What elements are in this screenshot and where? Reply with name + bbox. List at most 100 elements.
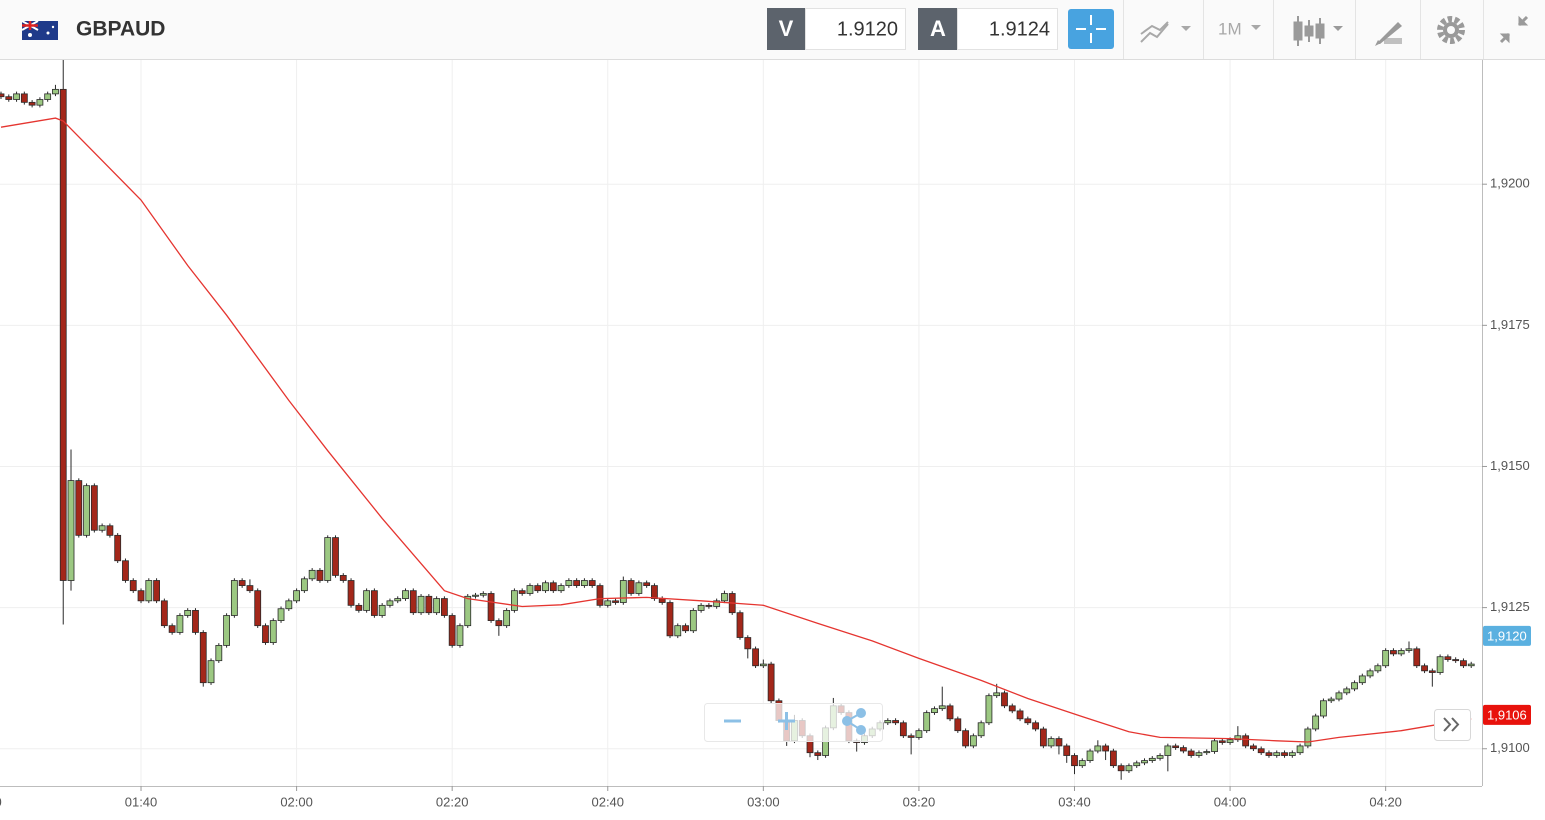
candle-body [262,625,269,644]
candle-body [370,590,378,616]
y-tick-label: 1,9150 [1490,458,1530,473]
candle-body [1320,700,1327,717]
candle-body [721,593,728,602]
collapse-button[interactable] [1499,15,1529,44]
candle-body [1265,752,1273,756]
symbol: GBPAUD [76,18,165,41]
candle-body [1008,705,1016,712]
candle-body [332,537,339,576]
candle-body [184,610,192,616]
candle-body [946,705,954,720]
candle-body [923,712,931,732]
candle-body [1094,745,1102,752]
candle-body [409,590,417,614]
zoom-in[interactable] [778,712,795,730]
candle-body [495,620,503,627]
candle-body [1335,692,1343,700]
candle-body [915,730,923,738]
draw-button[interactable] [1375,22,1402,46]
x-tick-label: 03:00 [747,794,780,809]
candle-body [938,705,946,710]
x-tick-label: 04:20 [1369,794,1402,809]
timeframe[interactable]: 1M [1218,19,1242,38]
candle-body [254,590,262,627]
candle-body [907,735,915,738]
settings-button[interactable] [1437,16,1465,44]
ask-label: A [930,16,946,41]
candle-body [689,610,697,632]
candle-body [666,602,674,637]
candle-body [223,615,230,646]
candle-body [1218,740,1226,743]
candle-body [386,600,394,606]
candle-body [215,645,223,662]
candle-body [59,88,67,581]
x-tick-label: 03:20 [903,794,936,809]
scroll-right-button[interactable] [1434,709,1471,741]
candle-body [456,625,464,646]
crosshair-button[interactable] [1068,9,1114,49]
share[interactable] [842,708,866,735]
candle-body [588,580,596,586]
candle-body [168,625,176,633]
bid-button[interactable] [767,8,805,50]
candle-body [378,604,386,616]
x-tick-label: 02:00 [280,794,313,809]
candle-body [1390,650,1397,655]
candle-body [464,595,472,627]
candle-body [1156,755,1164,759]
candle-body [1016,710,1024,720]
candle-body [1327,698,1335,702]
candle-body [98,525,106,531]
candle-body [1071,755,1078,767]
candle-body [277,608,285,621]
candle-body [137,590,145,602]
candle-body [1428,670,1436,673]
candle-body [1296,745,1304,754]
candle-body [518,590,526,594]
candle-body [1125,765,1133,772]
candle-body [153,580,160,602]
candle-body [1102,745,1110,752]
candle-body [993,692,1001,697]
candle-body [892,720,899,724]
candle-body [1273,752,1281,756]
price-label-box [1483,625,1531,646]
candle-body [230,580,238,616]
y-tick-label: 1,9200 [1490,176,1530,191]
candle-body [985,695,993,724]
price-label: 1,9120 [1487,628,1527,643]
candle-body [526,585,534,594]
chart-type-button[interactable] [1293,16,1343,46]
candle-body [246,585,254,592]
candle-body [90,485,98,531]
candle-body [627,580,635,594]
candle-body [417,595,425,614]
candle-body [619,580,627,603]
candle-body [479,593,487,596]
timeframe-caret [1251,25,1261,30]
candle-body [1180,747,1187,752]
candle-body [1226,739,1234,743]
indicator-button[interactable] [1140,21,1191,43]
candle-body [503,610,511,627]
candle-body [5,96,13,100]
candle-body [487,593,495,621]
candle-body [433,598,441,614]
candle-body [1304,728,1312,747]
x-tick-label: 02:40 [591,794,624,809]
candle-body [511,590,518,611]
candle-body [1374,665,1382,672]
candle-body [1133,762,1141,767]
candle-body [448,615,456,646]
x-tick-label: 04:00 [1214,794,1247,809]
x-tick-label: 01:20 [0,794,2,809]
ask-button[interactable] [918,8,957,50]
candle-body [573,580,581,586]
y-tick-label: 1,9100 [1490,740,1530,755]
candle-body [176,615,184,633]
candle-body [1467,663,1475,667]
candle-body [67,480,75,581]
